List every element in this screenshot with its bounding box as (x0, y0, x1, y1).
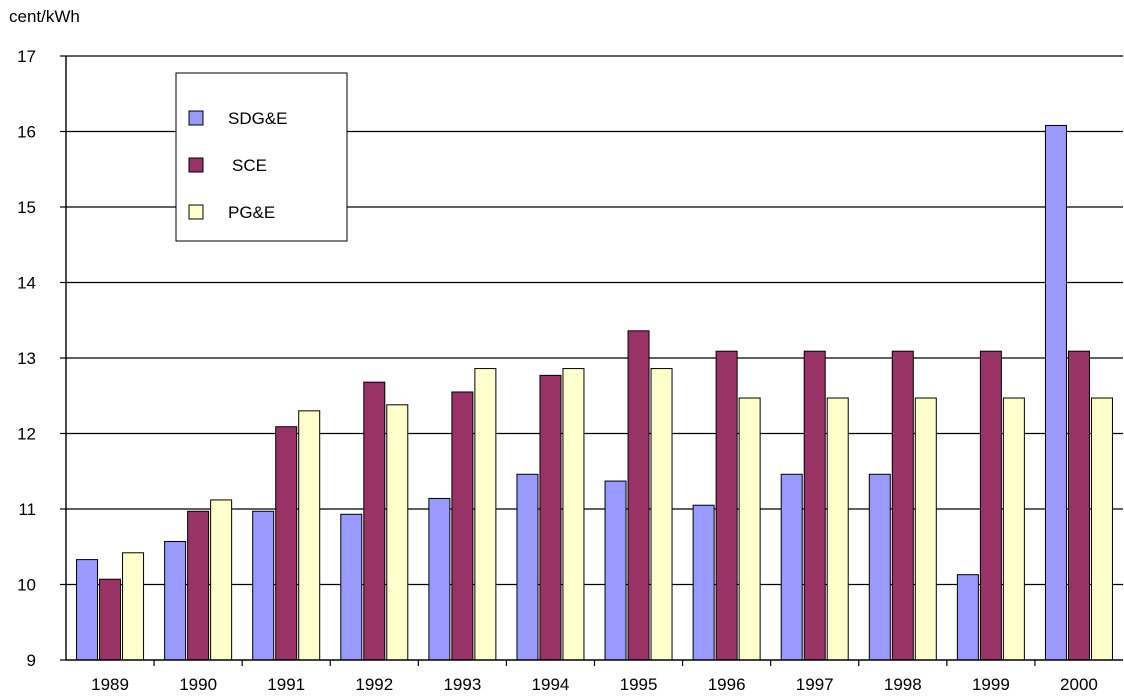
y-tick-label: 12 (17, 425, 36, 444)
bar-pg-e-1995 (650, 368, 673, 661)
bar-sce-1991 (275, 426, 298, 661)
bar-pg-e-1993 (474, 368, 497, 661)
bar-sce-1998 (891, 350, 914, 661)
bar-sdg-e-1992 (340, 513, 363, 661)
bar-sce-1992 (363, 381, 386, 661)
bar-pg-e-1992 (386, 404, 409, 661)
x-tick-label: 1992 (355, 675, 393, 694)
x-tick-label: 1993 (443, 675, 481, 694)
legend-swatch (188, 157, 204, 173)
y-tick-label: 14 (17, 274, 36, 293)
bar-sce-1990 (187, 510, 210, 661)
x-tick-label: 1999 (972, 675, 1010, 694)
y-tick-label: 9 (27, 651, 36, 670)
x-tick-label: 1990 (179, 675, 217, 694)
bar-pg-e-1994 (562, 368, 585, 661)
bar-sce-2000 (1067, 350, 1090, 661)
bar-pg-e-1990 (210, 499, 233, 661)
bar-sce-1996 (715, 350, 738, 661)
bar-sce-1995 (627, 330, 650, 661)
bar-sdg-e-1999 (956, 574, 979, 661)
x-tick-label: 1998 (884, 675, 922, 694)
y-tick-label: 10 (17, 576, 36, 595)
legend-swatch (188, 110, 204, 126)
x-tick-label: 2000 (1060, 675, 1098, 694)
bar-sdg-e-1994 (516, 473, 539, 661)
bar-sdg-e-1993 (428, 497, 451, 661)
y-tick-label: 16 (17, 123, 36, 142)
bar-pg-e-1997 (826, 397, 849, 661)
bar-pg-e-1998 (914, 397, 937, 661)
bar-pg-e-1999 (1002, 397, 1025, 661)
bar-sce-1993 (451, 391, 474, 661)
bar-sce-1999 (979, 350, 1002, 661)
legend-box (175, 72, 348, 242)
x-tick-label: 1994 (532, 675, 570, 694)
legend-swatch (188, 204, 204, 220)
x-tick-label: 1997 (796, 675, 834, 694)
bar-sdg-e-1991 (252, 510, 275, 661)
y-axis-title: cent/kWh (9, 7, 80, 26)
bar-sdg-e-2000 (1044, 124, 1067, 661)
x-tick-label: 1991 (267, 675, 305, 694)
legend-label: SDG&E (228, 109, 288, 128)
legend-label: SCE (232, 156, 267, 175)
y-tick-label: 13 (17, 349, 36, 368)
bar-pg-e-1989 (122, 552, 145, 661)
y-tick-label: 15 (17, 198, 36, 217)
x-tick-labels: 1989 1990 1991 1992 1993 1994 1995 1996 1997 1998… (91, 675, 1098, 694)
x-tick-label: 1989 (91, 675, 129, 694)
x-tick-label: 1996 (708, 675, 746, 694)
bar-sce-1997 (803, 350, 826, 661)
bar-sdg-e-1989 (76, 559, 99, 661)
bar-sce-1994 (539, 374, 562, 661)
axes (60, 55, 1123, 666)
bar-sdg-e-1997 (780, 473, 803, 661)
bar-sdg-e-1995 (604, 480, 627, 661)
bars (76, 124, 1113, 661)
y-tick-label: 11 (18, 500, 36, 519)
bar-pg-e-2000 (1090, 397, 1113, 661)
bar-pg-e-1991 (298, 410, 321, 661)
x-tick-label: 1995 (620, 675, 658, 694)
bar-sdg-e-1996 (692, 504, 715, 661)
bar-sdg-e-1990 (164, 540, 187, 661)
y-tick-label: 17 (17, 47, 36, 66)
bar-sdg-e-1998 (868, 473, 891, 661)
legend-label: PG&E (228, 203, 275, 222)
bar-pg-e-1996 (738, 397, 761, 661)
bar-sce-1989 (99, 578, 122, 661)
legend: SDG&E SCE PG&E (175, 72, 348, 242)
y-tick-labels: 9 10 11 12 13 14 15 16 17 (17, 47, 36, 670)
